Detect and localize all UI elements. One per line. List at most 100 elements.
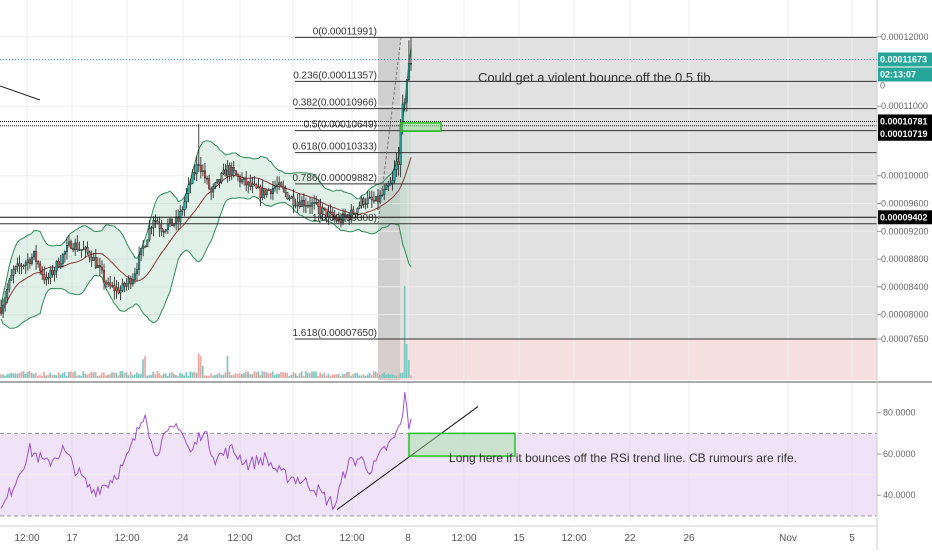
rsi-y-tick-label: 80.0000 <box>883 408 916 418</box>
y-tick-label: 0.00008800 <box>881 254 929 264</box>
x-tick-label: 24 <box>177 533 189 544</box>
candle <box>251 176 254 194</box>
volume-bar <box>24 373 27 378</box>
candle <box>12 265 15 284</box>
candle-body <box>170 218 173 226</box>
volume-bar <box>189 371 192 378</box>
volume-bar <box>261 371 264 378</box>
volume-bar <box>26 371 29 378</box>
volume-bar <box>335 374 338 378</box>
volume-bar <box>123 372 126 378</box>
candle-body <box>395 161 398 170</box>
candle <box>249 174 252 191</box>
candle <box>267 187 270 192</box>
candle <box>307 201 310 209</box>
candle-body <box>6 289 9 298</box>
volume-bar <box>397 374 400 378</box>
volume-bar <box>197 353 200 378</box>
x-tick-label: 12:00 <box>451 533 476 544</box>
volume-bar <box>407 360 410 378</box>
volume-bar <box>18 372 21 378</box>
volume-bar <box>173 373 175 378</box>
volume-bar <box>405 344 408 378</box>
candle-body <box>148 228 151 241</box>
candle-body <box>109 282 112 287</box>
candle-body <box>317 201 320 207</box>
volume-bar <box>284 372 286 378</box>
candle <box>82 240 85 251</box>
volume-bar <box>94 372 97 378</box>
candle-body <box>366 197 369 204</box>
candle-body <box>300 199 303 207</box>
candle <box>76 235 79 252</box>
candle <box>123 281 126 293</box>
candle <box>230 162 233 180</box>
candle-body <box>282 186 285 190</box>
volume-bar <box>311 371 313 378</box>
volume-bar <box>249 374 251 378</box>
candle <box>70 239 73 250</box>
volume-bar <box>290 374 293 378</box>
volume-bar <box>138 373 140 378</box>
volume-bar <box>239 373 241 378</box>
candle <box>67 235 70 248</box>
candle-body <box>387 185 390 187</box>
candle <box>331 208 334 221</box>
volume-bar <box>276 373 278 378</box>
candle-body <box>230 166 233 175</box>
volume-bar <box>234 373 237 378</box>
volume-bar <box>230 375 233 378</box>
candle <box>86 241 89 255</box>
volume-bar <box>35 372 37 378</box>
candle <box>218 179 221 189</box>
candle <box>47 272 50 285</box>
volume-bar <box>175 374 177 378</box>
x-tick-label: 8 <box>405 533 411 544</box>
candle <box>109 276 112 290</box>
volume-bar <box>269 372 272 378</box>
volume-bar <box>144 356 146 378</box>
volume-bar <box>12 373 15 378</box>
volume-bar <box>362 374 365 378</box>
candle-body <box>187 184 190 194</box>
volume-bar <box>232 374 235 378</box>
candle-body <box>119 290 122 294</box>
candle-body <box>193 171 196 175</box>
candle-body <box>195 164 198 175</box>
candle <box>55 260 58 278</box>
volume-bar <box>98 375 101 378</box>
candle-body <box>59 263 62 268</box>
volume-bar <box>206 375 208 378</box>
volume-bar <box>84 373 87 378</box>
volume-bar <box>220 374 223 378</box>
level-tag-bg <box>878 114 932 129</box>
candle <box>364 198 367 210</box>
volume-bar <box>30 372 33 378</box>
candle-body <box>41 270 44 275</box>
volume-bar <box>253 371 256 378</box>
candle <box>309 197 312 214</box>
candle-body <box>205 177 208 180</box>
x-tick-label: 12:00 <box>227 533 252 544</box>
candle-body <box>272 187 275 194</box>
volume-bar <box>327 373 330 378</box>
candle <box>344 208 347 222</box>
candle <box>8 277 11 293</box>
volume-bars <box>0 286 412 378</box>
candle <box>105 279 108 288</box>
candle-body <box>212 186 215 193</box>
candle-body <box>298 201 301 208</box>
candle <box>37 260 40 268</box>
candle <box>4 290 7 312</box>
candle <box>354 212 357 218</box>
y-tick-label: 0.00008400 <box>881 282 929 292</box>
candle-body <box>123 282 126 287</box>
volume-bar <box>158 373 161 378</box>
candle-body <box>323 207 326 210</box>
candle-body <box>55 261 58 271</box>
candle <box>41 266 44 281</box>
rsi-pane: Long here if it bounces off the RSi tren… <box>0 392 877 517</box>
candle <box>234 170 237 176</box>
volume-bar <box>201 366 204 378</box>
